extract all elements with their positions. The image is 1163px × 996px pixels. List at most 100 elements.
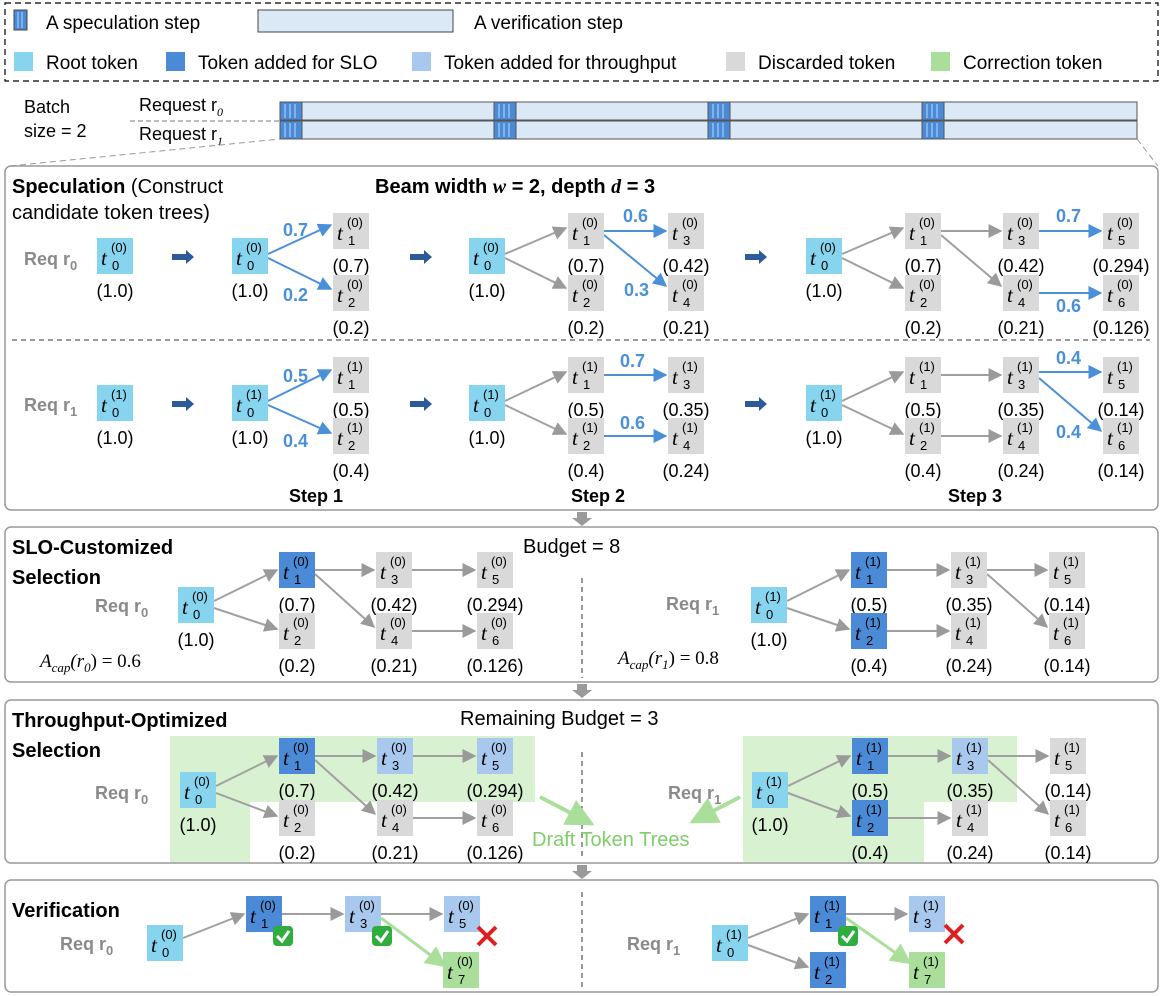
token-request: (1) xyxy=(965,554,981,569)
token-r1-t3: t 3 (1) (0.35) xyxy=(945,552,993,615)
token-probability: (0.35) xyxy=(662,400,709,420)
token-r1-t5: t 5 (1) (0.14) xyxy=(1043,552,1091,615)
edge-probability: 0.4 xyxy=(1056,422,1081,442)
acap-r0: Acap(r0) = 0.6 xyxy=(38,651,141,675)
token-symbol: t xyxy=(101,246,108,270)
acap-r1: Acap(r1) = 0.8 xyxy=(616,648,719,672)
token-index: 5 xyxy=(492,758,499,773)
token-r0-t6: t 6 (0) (0.126) xyxy=(466,800,524,863)
token-symbol: t xyxy=(814,904,821,928)
token-symbol: t xyxy=(814,960,821,984)
token-index: 5 xyxy=(1118,377,1125,392)
step2-label: Step 2 xyxy=(571,486,625,506)
token-index: 0 xyxy=(821,258,828,273)
verification-panel xyxy=(4,879,1159,993)
token-request: (1) xyxy=(1117,420,1133,435)
token-request: (0) xyxy=(491,740,507,755)
token-index: 2 xyxy=(583,295,590,310)
token-symbol: t xyxy=(1007,365,1014,389)
token-symbol: t xyxy=(182,595,189,619)
token-symbol: t xyxy=(855,560,862,584)
draft-token-trees-label: Draft Token Trees xyxy=(532,829,689,851)
token-symbol: t xyxy=(380,560,387,584)
token-probability: (0.14) xyxy=(1043,595,1090,615)
token-r0-t6: t 6 (0) (0.126) xyxy=(466,613,524,676)
token-probability: (0.14) xyxy=(1097,400,1144,420)
token-r1-t0: t 0 (1) (1.0) xyxy=(468,385,506,448)
req-r0-label: Req r0 xyxy=(24,249,77,273)
speculation-block xyxy=(279,101,303,121)
req-r1-label: Req r1 xyxy=(666,594,719,618)
tree-edge xyxy=(986,573,1049,628)
token-request: (1) xyxy=(1063,615,1079,630)
token-probability: (0.4) xyxy=(904,461,941,481)
token-r0-t1: t 1 (0) xyxy=(246,896,282,932)
step-arrow xyxy=(745,397,767,411)
token-r1-t1: t 1 (1) (0.5) xyxy=(904,357,942,420)
token-r1-t1: t 1 (1) (0.5) xyxy=(332,357,370,420)
token-index: 1 xyxy=(920,377,927,392)
token-probability: (0.7) xyxy=(332,256,369,276)
token-r0-t3: t 3 (0) (0.42) xyxy=(997,213,1045,276)
token-probability: (0.5) xyxy=(851,781,888,801)
legend-corr-swatch xyxy=(931,52,950,71)
token-probability: (1.0) xyxy=(805,428,842,448)
token-request: (0) xyxy=(391,740,407,755)
token-index: 3 xyxy=(967,758,974,773)
token-index: 2 xyxy=(866,633,873,648)
token-symbol: t xyxy=(381,808,388,832)
token-probability: (0.126) xyxy=(466,843,523,863)
token-probability: (1.0) xyxy=(468,281,505,301)
token-symbol: t xyxy=(716,933,723,957)
rejected-cross-icon xyxy=(943,923,965,945)
token-index: 0 xyxy=(767,792,774,807)
token-index: 3 xyxy=(683,233,690,248)
token-index: 2 xyxy=(920,295,927,310)
legend-root-label: Root token xyxy=(46,53,138,74)
token-request: (1) xyxy=(347,359,363,374)
token-index: 0 xyxy=(247,258,254,273)
tree-edge xyxy=(504,226,568,255)
token-r1-t0: t 0 (1) (1.0) xyxy=(750,587,788,650)
token-index: 1 xyxy=(920,233,927,248)
token-request: (0) xyxy=(682,215,698,230)
token-symbol: t xyxy=(283,621,290,645)
draft-tree-highlight-r1 xyxy=(743,736,1017,862)
token-symbol: t xyxy=(909,283,916,307)
token-probability: (0.2) xyxy=(278,656,315,676)
token-request: (0) xyxy=(582,277,598,292)
token-symbol: t xyxy=(381,746,388,770)
req-r1-label: Req r1 xyxy=(668,783,721,807)
token-request: (1) xyxy=(865,615,881,630)
token-index: 2 xyxy=(867,820,874,835)
token-request: (1) xyxy=(111,387,127,402)
legend: A speculation step A verification step R… xyxy=(4,2,1159,82)
token-index: 4 xyxy=(1018,295,1025,310)
token-index: 4 xyxy=(683,438,690,453)
token-probability: (0.4) xyxy=(567,461,604,481)
token-request: (1) xyxy=(865,554,881,569)
token-symbol: t xyxy=(913,904,920,928)
token-probability: (0.126) xyxy=(466,656,523,676)
token-r0-t0: t 0 (0) (1.0) xyxy=(179,772,217,835)
token-index: 2 xyxy=(583,438,590,453)
token-symbol: t xyxy=(856,808,863,832)
token-symbol: t xyxy=(1054,746,1061,770)
req-r0-label: Req r0 xyxy=(95,596,148,620)
token-r0-t4: t 4 (0) (0.21) xyxy=(371,800,419,863)
token-index: 4 xyxy=(392,820,399,835)
token-r1-t4: t 4 (1) (0.24) xyxy=(946,800,994,863)
speculation-block xyxy=(921,101,945,121)
token-r1-t3: t 3 (1) xyxy=(909,896,945,932)
token-probability: (0.4) xyxy=(851,843,888,863)
edge-probability: 0.5 xyxy=(283,366,308,386)
token-probability: (1.0) xyxy=(177,630,214,650)
token-symbol: t xyxy=(481,621,488,645)
speculation-title: Speculation (Construct xyxy=(12,176,224,198)
token-probability: (1.0) xyxy=(231,281,268,301)
token-request: (0) xyxy=(293,802,309,817)
token-r0-t2: t 2 (0) (0.2) xyxy=(567,275,605,338)
token-probability: (0.5) xyxy=(332,400,369,420)
token-index: 0 xyxy=(193,607,200,622)
token-r0-t3: t 3 (0) (0.42) xyxy=(370,552,418,615)
